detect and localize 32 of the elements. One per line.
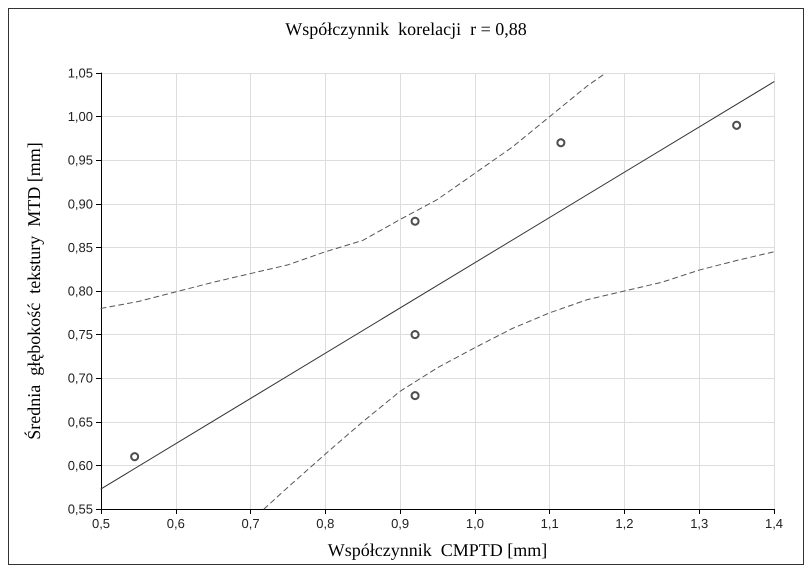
y-tick-label: 0,80 bbox=[68, 284, 93, 298]
y-tick-label: 0,85 bbox=[68, 240, 93, 255]
x-tick-label: 1,2 bbox=[615, 516, 634, 531]
y-tick-label: 0,60 bbox=[68, 458, 93, 473]
x-tick-label: 0,5 bbox=[92, 516, 110, 531]
x-tick-label: 0,6 bbox=[166, 516, 185, 531]
y-tick-label: 0,95 bbox=[68, 152, 93, 168]
y-tick-label: 0,55 bbox=[68, 502, 93, 516]
y-axis-title: Średnia głębokość tekstury MTD [mm] bbox=[24, 142, 44, 440]
y-tick-label: 0,90 bbox=[68, 196, 93, 212]
y-tick-label: 1,05 bbox=[68, 66, 93, 80]
point bbox=[410, 330, 420, 340]
x-tick-label: 1,1 bbox=[540, 516, 559, 531]
point bbox=[732, 120, 742, 130]
point bbox=[130, 452, 140, 462]
x-axis-title: Współczynnik CMPTD [mm] bbox=[328, 540, 548, 560]
line-series bbox=[264, 251, 774, 510]
y-tick-label: 1,00 bbox=[68, 109, 93, 124]
point bbox=[410, 216, 420, 226]
x-tick-label: 1,4 bbox=[764, 516, 784, 531]
y-tick-label: 0,75 bbox=[68, 327, 93, 342]
y-tick-label: 0,70 bbox=[68, 370, 93, 386]
x-tick-label: 0,8 bbox=[316, 516, 334, 531]
x-tick-label: 0,7 bbox=[242, 516, 260, 531]
x-tick-label: 1,3 bbox=[690, 516, 708, 531]
line-series bbox=[100, 72, 606, 309]
point bbox=[556, 138, 566, 148]
y-tick-label: 0,65 bbox=[68, 414, 93, 430]
x-tick-label: 0,9 bbox=[391, 516, 410, 531]
x-tick-label: 1,0 bbox=[466, 516, 484, 531]
chart-title: Współczynnik korelacji r = 0,88 bbox=[285, 19, 527, 39]
point bbox=[410, 391, 420, 400]
